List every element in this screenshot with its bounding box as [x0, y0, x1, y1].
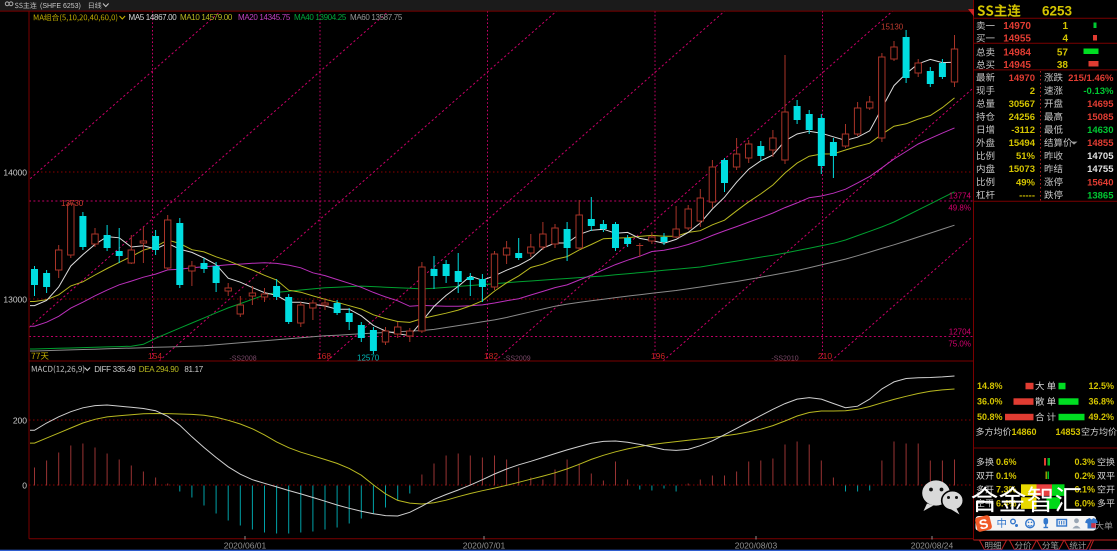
svg-text:-SS2009: -SS2009 — [503, 356, 530, 363]
svg-text:36.0%: 36.0% — [977, 397, 1003, 407]
svg-text:0.3%: 0.3% — [1074, 457, 1095, 467]
svg-text:(SHFE 6253): (SHFE 6253) — [40, 3, 81, 10]
svg-text:49%: 49% — [1016, 177, 1036, 188]
svg-text:7.3%: 7.3% — [996, 485, 1017, 495]
svg-text:14855: 14855 — [1087, 138, 1114, 149]
svg-text:-0.13%: -0.13% — [1083, 86, 1114, 97]
svg-text:154: 154 — [148, 351, 162, 361]
svg-text:14955: 14955 — [1003, 34, 1031, 45]
svg-text:12570: 12570 — [357, 354, 380, 363]
svg-text:S: S — [978, 516, 990, 533]
svg-text:13730: 13730 — [61, 199, 84, 208]
svg-text:0.6%: 0.6% — [996, 457, 1017, 467]
svg-text:0: 0 — [22, 481, 27, 491]
svg-text:13000: 13000 — [3, 295, 27, 305]
svg-text:15640: 15640 — [1087, 177, 1113, 188]
svg-text:DEA 294.90: DEA 294.90 — [139, 365, 180, 374]
svg-text:6.4%: 6.4% — [996, 499, 1017, 509]
svg-text:14860: 14860 — [1012, 427, 1037, 437]
svg-text:MA40 13904.25: MA40 13904.25 — [294, 13, 347, 22]
svg-text:MA10 14579.00: MA10 14579.00 — [180, 13, 233, 22]
svg-text:2020/07/01: 2020/07/01 — [463, 541, 506, 551]
svg-text:14.8%: 14.8% — [977, 381, 1003, 391]
svg-text:14853: 14853 — [1055, 427, 1080, 437]
svg-text:DIFF 335.49: DIFF 335.49 — [94, 365, 136, 374]
svg-text:-3112: -3112 — [1011, 125, 1035, 136]
svg-text:2020/08/03: 2020/08/03 — [735, 541, 778, 551]
svg-text:196: 196 — [651, 351, 665, 361]
svg-text:15494: 15494 — [1009, 138, 1036, 149]
svg-text:24256: 24256 — [1009, 112, 1035, 123]
svg-text:1: 1 — [1062, 21, 1068, 32]
svg-text:210: 210 — [818, 351, 832, 361]
svg-text:15085: 15085 — [1087, 112, 1114, 123]
svg-text:14695: 14695 — [1087, 99, 1114, 110]
svg-text:MA60 13587.75: MA60 13587.75 — [350, 13, 403, 22]
svg-text:6253: 6253 — [1042, 3, 1073, 18]
svg-text:36.8%: 36.8% — [1088, 397, 1114, 407]
svg-text:0.1%: 0.1% — [996, 471, 1017, 481]
svg-text:14755: 14755 — [1087, 164, 1114, 175]
svg-text:14000: 14000 — [3, 168, 27, 178]
svg-text:51%: 51% — [1016, 151, 1036, 162]
svg-text:13774: 13774 — [949, 192, 972, 201]
svg-text:13865: 13865 — [1087, 190, 1114, 201]
svg-text:200: 200 — [13, 416, 27, 426]
svg-text:168: 168 — [317, 351, 331, 361]
svg-text:75.0%: 75.0% — [948, 340, 971, 349]
svg-text:2020/06/01: 2020/06/01 — [224, 541, 267, 551]
svg-text:2: 2 — [1030, 86, 1035, 97]
svg-text:57: 57 — [1057, 48, 1069, 59]
svg-text:81.17: 81.17 — [184, 365, 203, 374]
svg-text:50.8%: 50.8% — [977, 412, 1003, 422]
svg-text:-SS2008: -SS2008 — [229, 356, 256, 363]
svg-text:182: 182 — [484, 351, 498, 361]
svg-text:6.0%: 6.0% — [1074, 499, 1095, 509]
svg-text:12.5%: 12.5% — [1088, 381, 1114, 391]
svg-text:49.2%: 49.2% — [1088, 412, 1114, 422]
svg-text:30567: 30567 — [1009, 99, 1035, 110]
svg-text:4: 4 — [1062, 34, 1068, 45]
svg-text:15130: 15130 — [881, 23, 904, 32]
svg-text:49.8%: 49.8% — [948, 204, 971, 213]
svg-text:14945: 14945 — [1003, 60, 1031, 71]
svg-text:MA20 14345.75: MA20 14345.75 — [238, 13, 291, 22]
svg-text:-----: ----- — [1019, 190, 1035, 201]
svg-text:15073: 15073 — [1009, 164, 1035, 175]
svg-text:6.1%: 6.1% — [1074, 485, 1095, 495]
svg-text:-SS2010: -SS2010 — [771, 356, 798, 363]
svg-text:215/1.46%: 215/1.46% — [1068, 73, 1114, 84]
svg-text:14705: 14705 — [1087, 151, 1114, 162]
svg-text:12704: 12704 — [949, 328, 972, 337]
svg-text:0.2%: 0.2% — [1074, 471, 1095, 481]
svg-text:38: 38 — [1057, 60, 1069, 71]
svg-text:14970: 14970 — [1009, 73, 1035, 84]
svg-text:14984: 14984 — [1003, 48, 1031, 59]
svg-text:14970: 14970 — [1003, 21, 1031, 32]
svg-text:14630: 14630 — [1087, 125, 1113, 136]
svg-text:MA5 14867.00: MA5 14867.00 — [129, 13, 178, 22]
svg-text:2020/08/24: 2020/08/24 — [911, 541, 954, 551]
